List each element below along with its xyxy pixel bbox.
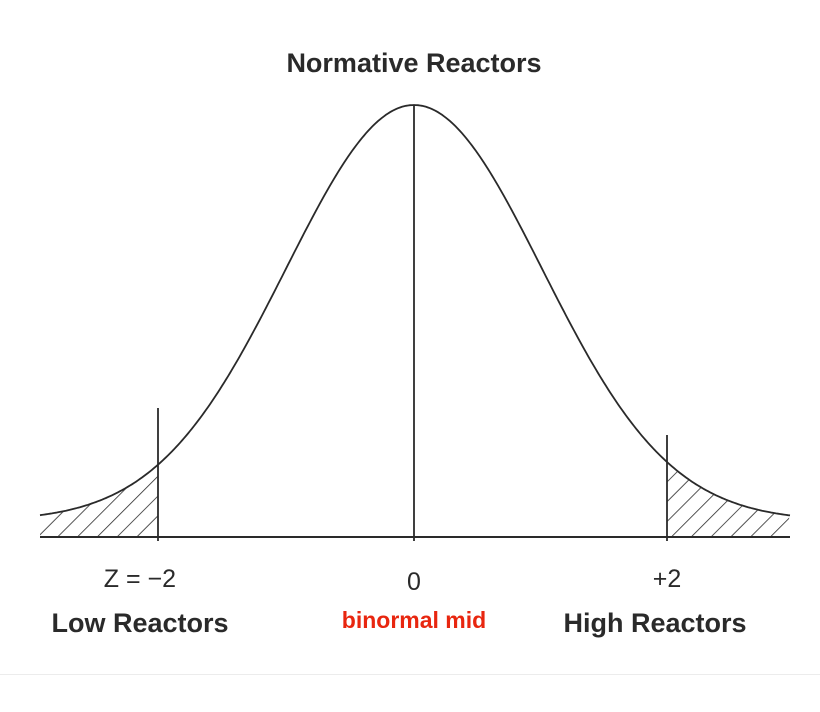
low-reactors-label: Low Reactors — [51, 608, 228, 638]
binormal-mid-annotation: binormal mid — [342, 607, 486, 633]
tick-label-low: Z = −2 — [104, 565, 176, 593]
high-reactors-tail-region — [667, 462, 790, 537]
diagram-title: Normative Reactors — [286, 48, 541, 78]
bell-curve — [39, 104, 791, 517]
high-reactors-label: High Reactors — [563, 608, 746, 638]
tick-label-mean: 0 — [407, 568, 421, 596]
tick-label-high: +2 — [653, 565, 682, 593]
bottom-divider — [0, 674, 820, 675]
